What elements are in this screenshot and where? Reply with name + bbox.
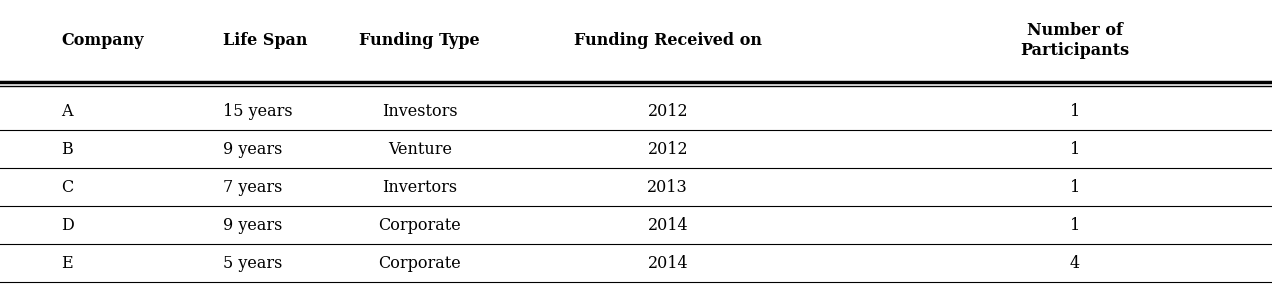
Text: 2014: 2014 — [647, 255, 688, 272]
Text: 2012: 2012 — [647, 103, 688, 120]
Text: Corporate: Corporate — [378, 255, 462, 272]
Text: 15 years: 15 years — [223, 103, 293, 120]
Text: 1: 1 — [1070, 179, 1080, 196]
Text: Company: Company — [61, 32, 144, 49]
Text: B: B — [61, 141, 73, 158]
Text: 5 years: 5 years — [223, 255, 282, 272]
Text: D: D — [61, 217, 74, 234]
Text: C: C — [61, 179, 74, 196]
Text: 7 years: 7 years — [223, 179, 282, 196]
Text: Funding Received on: Funding Received on — [574, 32, 762, 49]
Text: 2014: 2014 — [647, 217, 688, 234]
Text: Funding Type: Funding Type — [360, 32, 480, 49]
Text: 1: 1 — [1070, 141, 1080, 158]
Text: A: A — [61, 103, 73, 120]
Text: 1: 1 — [1070, 217, 1080, 234]
Text: 2013: 2013 — [647, 179, 688, 196]
Text: Life Span: Life Span — [223, 32, 307, 49]
Text: Invertors: Invertors — [382, 179, 458, 196]
Text: 2012: 2012 — [647, 141, 688, 158]
Text: 9 years: 9 years — [223, 141, 282, 158]
Text: 9 years: 9 years — [223, 217, 282, 234]
Text: Investors: Investors — [382, 103, 458, 120]
Text: Corporate: Corporate — [378, 217, 462, 234]
Text: 1: 1 — [1070, 103, 1080, 120]
Text: 4: 4 — [1070, 255, 1080, 272]
Text: E: E — [61, 255, 73, 272]
Text: Venture: Venture — [388, 141, 452, 158]
Text: Number of
Participants: Number of Participants — [1020, 22, 1130, 59]
